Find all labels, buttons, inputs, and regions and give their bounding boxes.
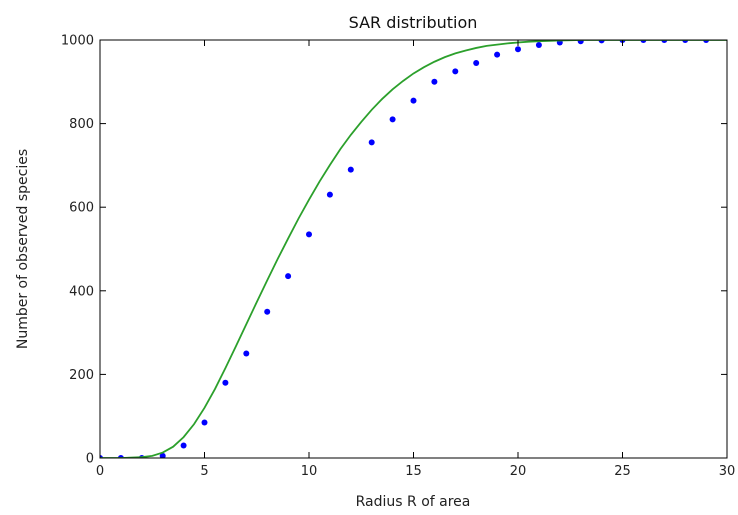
data-point — [431, 78, 438, 85]
data-point — [180, 442, 187, 449]
x-tick-label: 20 — [510, 464, 527, 479]
data-point — [389, 116, 396, 123]
axes: 0 5 10 15 20 25 30 0 200 400 600 800 1000 — [61, 34, 735, 480]
plot-marks — [100, 40, 727, 458]
data-point — [285, 273, 292, 280]
x-tick-label: 5 — [200, 464, 208, 479]
data-point — [243, 350, 250, 357]
x-tick-label: 15 — [405, 464, 422, 479]
x-tick-label: 25 — [614, 464, 631, 479]
x-axis-label: Radius R of area — [356, 494, 471, 510]
y-tick-label: 1000 — [61, 34, 94, 49]
data-point — [326, 191, 333, 198]
y-tick-label: 200 — [69, 368, 94, 383]
data-point — [222, 379, 229, 386]
data-point — [535, 42, 542, 49]
data-point — [577, 40, 584, 45]
data-point — [368, 139, 375, 146]
fit-curve-line — [100, 40, 727, 458]
data-point — [201, 419, 208, 426]
chart-title: SAR distribution — [349, 13, 478, 32]
x-tick-label: 30 — [719, 464, 736, 479]
y-axis-label: Number of observed species — [15, 149, 31, 349]
data-point — [159, 452, 166, 458]
data-point — [494, 51, 501, 58]
y-tick-label: 800 — [69, 117, 94, 132]
data-point — [473, 59, 480, 66]
y-tick-label: 0 — [86, 452, 94, 467]
data-point — [452, 68, 459, 75]
data-point — [347, 166, 354, 173]
plot-area — [100, 40, 727, 458]
data-point — [515, 46, 521, 53]
data-point — [410, 97, 417, 104]
data-point — [264, 308, 271, 315]
x-tick-label: 0 — [96, 464, 104, 479]
data-point — [306, 231, 312, 238]
y-tick-label: 400 — [69, 284, 94, 299]
x-tick-label: 10 — [301, 464, 318, 479]
y-tick-label: 600 — [69, 201, 94, 216]
